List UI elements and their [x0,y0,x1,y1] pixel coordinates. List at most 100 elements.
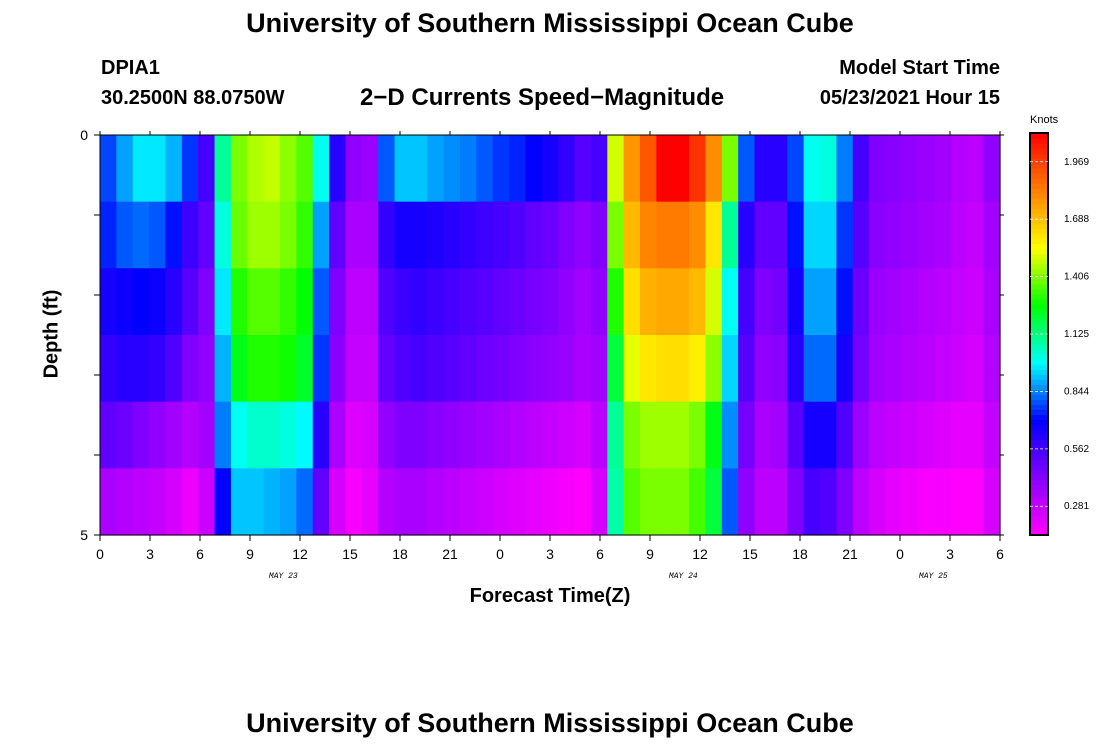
heatmap-cell [574,468,592,536]
heatmap-cell [541,201,559,269]
heatmap-cell [345,201,363,269]
heatmap-cell [443,335,461,403]
colorbar-segment [1030,143,1048,149]
heatmap-cell [214,335,232,403]
colorbar-segment [1030,429,1048,436]
heatmap-cell [541,268,559,336]
x-tick-label: 21 [442,546,458,562]
heatmap-cell [394,201,412,269]
heatmap-cell [427,468,445,536]
heatmap-cell [901,201,919,269]
heatmap-cell [116,401,134,469]
heatmap-cell [181,268,199,336]
heatmap-cell [820,268,837,336]
heatmap-cell [836,401,854,469]
heatmap-cell [460,335,477,403]
heatmap-cell [590,268,608,336]
heatmap-cell [165,268,183,336]
colorbar-segment [1030,404,1048,410]
heatmap-cell [787,335,805,403]
heatmap-cell [427,335,445,403]
heatmap-cell [509,201,527,269]
colorbar-segment [1030,148,1048,154]
heatmap-cell [329,335,347,403]
heatmap-cell [950,335,968,403]
heatmap-cell [345,335,363,403]
heatmap-cell [738,468,756,536]
heatmap-cell [214,468,232,536]
heatmap-cell [296,135,314,203]
colorbar-segment [1030,369,1048,375]
x-tick-label: 21 [842,546,858,562]
heatmap-cell [836,135,854,203]
heatmap-cell [410,135,428,203]
heatmap-cell [378,401,396,469]
heatmap-cell [574,268,592,336]
heatmap-cell [116,268,134,336]
x-tick-label: 12 [692,546,708,562]
heatmap-cell [181,401,199,469]
colorbar-segment [1030,193,1048,199]
heatmap-cell [296,268,314,336]
heatmap-cell [607,135,625,203]
heatmap-cell [280,135,297,203]
heatmap-cell [607,401,625,469]
heatmap-cell [869,268,887,336]
colorbar-segment [1030,374,1048,380]
heatmap-cell [918,401,936,469]
heatmap-cell [378,468,396,536]
colorbar-segment [1030,188,1048,194]
heatmap-cell [934,201,952,269]
heatmap-cell [230,335,248,403]
heatmap-cell [165,468,183,536]
heatmap-cell [787,268,805,336]
colorbar-segment [1030,529,1048,536]
heatmap-cell [345,135,363,203]
heatmap-cell [280,201,297,269]
colorbar-segment [1030,409,1048,416]
colorbar-segment [1030,173,1048,179]
heatmap-cell [721,468,739,536]
colorbar-segment [1030,218,1048,225]
heatmap-cell [181,201,199,269]
heatmap-cell [460,135,477,203]
heatmap-cell [803,335,821,403]
heatmap-cell [476,401,494,469]
heatmap-cell [934,135,952,203]
heatmap-cell [689,401,707,469]
heatmap-cell [607,268,625,336]
heatmap-cell [296,201,314,269]
x-axis-title: Forecast Time(Z) [469,585,631,607]
heatmap-cell [149,268,167,336]
heatmap-cell [754,401,772,469]
heatmap-cell [656,268,674,336]
colorbar-segment [1030,389,1048,395]
colorbar-segment [1030,153,1048,159]
x-tick-label: 3 [546,546,554,562]
colorbar-segment [1030,138,1048,144]
heatmap-cell [116,135,134,203]
heatmap-cell [427,401,445,469]
heatmap-cell [852,468,870,536]
heatmap-cell [394,335,412,403]
heatmap-cell [672,468,690,536]
colorbar-segment [1030,454,1048,461]
heatmap-cell [574,135,592,203]
heatmap-cell [525,135,543,203]
heatmap-cell [427,268,445,336]
heatmap-cell [230,268,248,336]
heatmap-cell [967,135,985,203]
heatmap-cell [852,401,870,469]
heatmap-cell [656,401,674,469]
colorbar-segment [1030,158,1048,164]
colorbar-segment [1030,213,1048,220]
heatmap-cell [950,268,968,336]
heatmap-cell [950,401,968,469]
heatmap-cell [640,201,657,269]
heatmap-cell [721,135,739,203]
heatmap-cell [574,335,592,403]
heatmap-cell [967,201,985,269]
heatmap-cell [280,468,297,536]
heatmap-cell [443,401,461,469]
x-tick-label: 3 [946,546,954,562]
